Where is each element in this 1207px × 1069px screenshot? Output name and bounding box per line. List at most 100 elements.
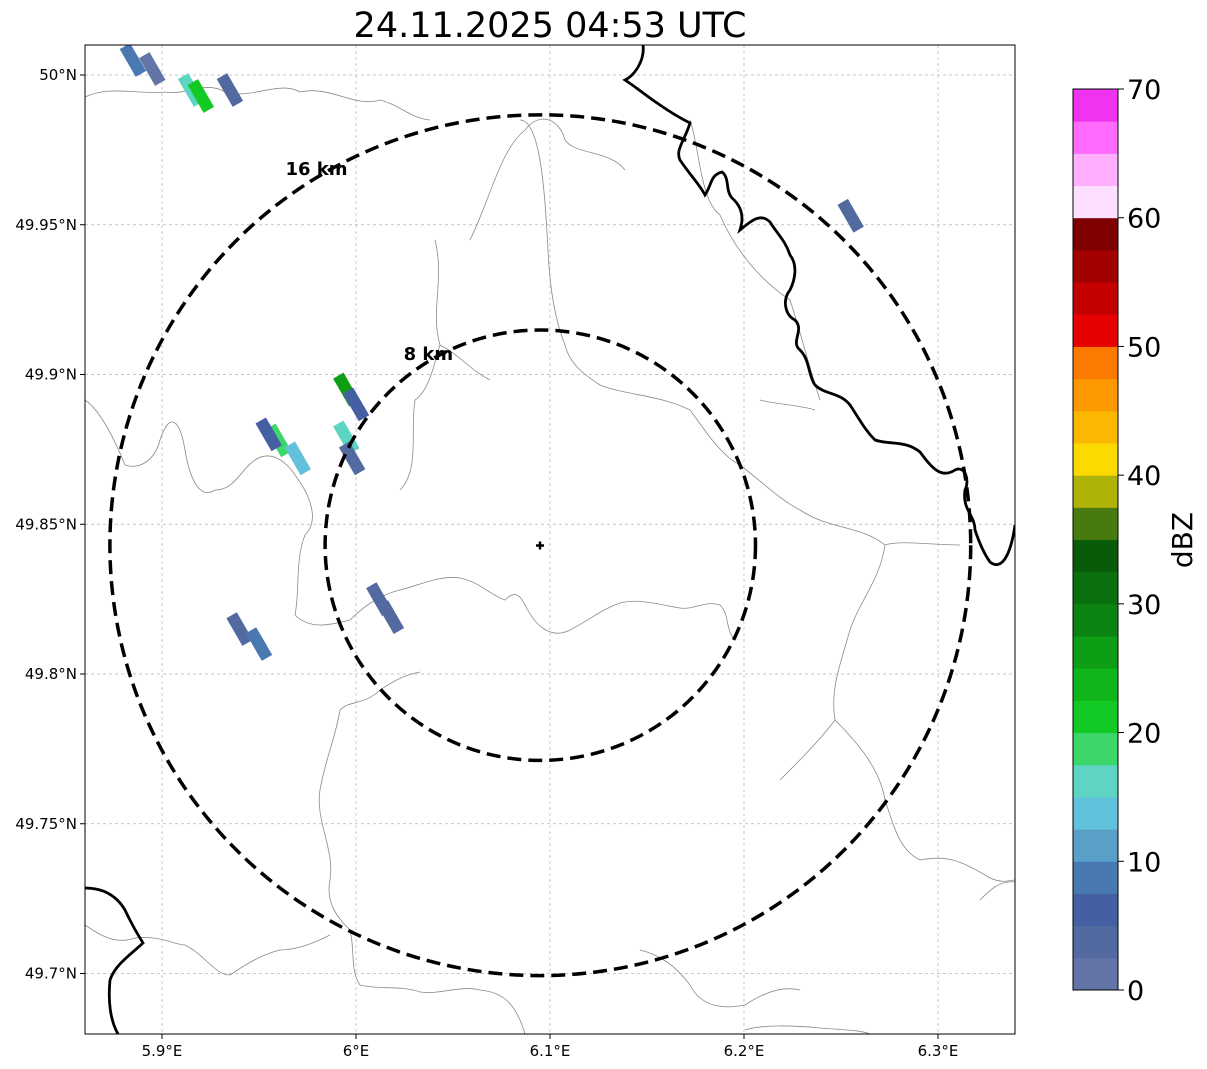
border-line: [85, 87, 431, 121]
radar-echo-cell: [216, 73, 244, 107]
radar-echo-cell: [284, 441, 311, 476]
national-border-line: [622, 45, 1015, 566]
colorbar-swatch: [1073, 829, 1118, 862]
border-line: [419, 988, 526, 1034]
colorbar-swatch: [1073, 700, 1118, 734]
colorbar-swatch: [1073, 217, 1118, 251]
range-ring-label: 8 km: [404, 344, 454, 365]
radar-echo-cell: [837, 198, 864, 233]
radar-echo-cell: [119, 45, 147, 77]
colorbar-swatch: [1073, 957, 1118, 991]
y-tick-label: 49.75°N: [15, 815, 77, 833]
gridlines: [85, 45, 1015, 1034]
colorbar-swatch: [1073, 861, 1118, 894]
radar-echo-cell: [226, 612, 253, 646]
range-ring-8km: [323, 328, 758, 763]
colorbar-swatches: [1073, 89, 1118, 991]
colorbar-tick-label: 0: [1127, 976, 1144, 1007]
colorbar-swatch: [1073, 121, 1118, 154]
colorbar-swatch: [1073, 89, 1118, 122]
colorbar-swatch: [1073, 282, 1118, 315]
radar-echo-cell: [366, 582, 393, 616]
colorbar-swatch: [1073, 571, 1118, 605]
colorbar-swatch: [1073, 475, 1118, 508]
border-line: [919, 857, 1015, 882]
border-line: [979, 881, 1015, 901]
radar-echoes: [119, 45, 864, 661]
map-title: 24.11.2025 04:53 UTC: [354, 6, 747, 46]
radar-echo-cell: [338, 441, 366, 476]
radar-center-marker: [536, 541, 544, 550]
colorbar-frame: [1072, 88, 1119, 991]
region-borders: [85, 87, 1015, 1034]
colorbar-tick-label: 30: [1127, 590, 1161, 621]
y-tick-label: 49.9°N: [25, 366, 77, 384]
x-tick-label: 6.2°E: [724, 1042, 765, 1060]
x-tick-label: 6.3°E: [918, 1042, 959, 1060]
colorbar-tick-label: 70: [1127, 75, 1161, 106]
colorbar-tick-label: 60: [1127, 204, 1161, 235]
border-line: [884, 542, 961, 546]
border-line: [85, 399, 313, 536]
colorbar-swatch: [1073, 442, 1118, 476]
colorbar-swatch: [1073, 636, 1118, 669]
colorbar-swatch: [1073, 732, 1118, 766]
border-line: [399, 577, 736, 641]
colorbar-label: dBZ: [1166, 512, 1199, 568]
colorbar-swatch: [1073, 764, 1118, 798]
colorbar-swatch: [1073, 539, 1118, 573]
colorbar-swatch: [1073, 507, 1118, 540]
colorbar-swatch: [1073, 410, 1118, 444]
colorbar-swatch: [1073, 153, 1118, 187]
colorbar-swatch: [1073, 346, 1118, 380]
border-line: [759, 399, 816, 411]
radar-echo-cell: [342, 387, 370, 422]
colorbar-swatch: [1073, 185, 1118, 219]
y-tick-label: 49.85°N: [15, 515, 77, 533]
axis-ticks: 5.9°E 6°E 6.1°E 6.2°E 6.3°E 50°N 49.95°N 49.9°N…: [15, 66, 958, 1060]
radar-echo-cell: [245, 627, 273, 661]
range-ring-16km: [108, 113, 973, 978]
x-tick-label: 6°E: [343, 1042, 370, 1060]
radar-echo-cell: [187, 79, 214, 113]
border-line: [739, 464, 921, 861]
colorbar-swatch: [1073, 314, 1118, 347]
border-line: [85, 924, 331, 976]
colorbar-ticks: 0 10 20 30 40 50 60 70: [1118, 75, 1161, 1007]
colorbar-swatch: [1073, 893, 1118, 927]
y-tick-label: 49.95°N: [15, 216, 77, 234]
radar-echo-cell: [139, 52, 166, 86]
range-ring-label: 16 km: [285, 159, 347, 180]
border-line: [294, 534, 401, 626]
x-tick-label: 6.1°E: [530, 1042, 571, 1060]
national-border-line: [85, 886, 145, 1034]
border-line: [779, 719, 836, 781]
border-line: [399, 239, 441, 491]
border-line: [318, 709, 421, 993]
colorbar-swatch: [1073, 796, 1118, 830]
y-tick-label: 49.7°N: [25, 965, 77, 983]
colorbar-swatch: [1073, 925, 1118, 959]
radar-echo-cell: [255, 417, 282, 452]
border-line: [744, 1025, 871, 1034]
colorbar-tick-label: 50: [1127, 332, 1161, 363]
x-tick-label: 5.9°E: [142, 1042, 183, 1060]
national-borders: [85, 45, 1015, 1034]
y-tick-label: 50°N: [39, 66, 77, 84]
colorbar-swatch: [1073, 603, 1118, 637]
colorbar-swatch: [1073, 668, 1118, 701]
colorbar-tick-label: 10: [1127, 847, 1161, 878]
border-line: [439, 344, 491, 381]
range-rings: 8 km 16 km: [108, 113, 973, 978]
border-line: [519, 119, 741, 466]
border-line: [469, 118, 626, 241]
colorbar: 0 10 20 30 40 50 60 70 dBZ: [1072, 75, 1199, 1007]
border-line: [639, 949, 801, 1008]
colorbar-swatch: [1073, 249, 1118, 283]
colorbar-tick-label: 40: [1127, 461, 1161, 492]
radar-echo-cell: [333, 420, 360, 455]
y-tick-label: 49.8°N: [25, 665, 77, 683]
colorbar-swatch: [1073, 378, 1118, 412]
border-line: [689, 119, 821, 401]
